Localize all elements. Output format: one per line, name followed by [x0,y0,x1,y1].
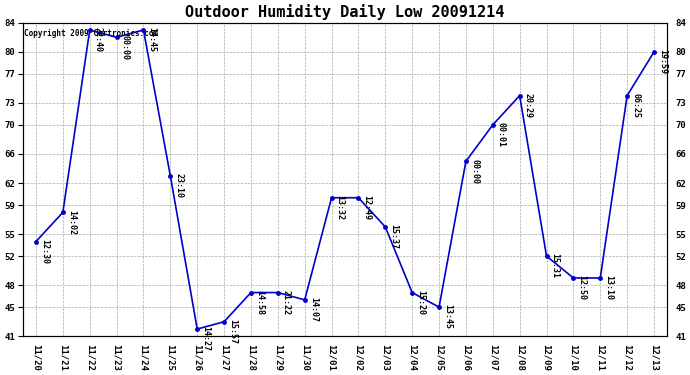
Text: 14:02: 14:02 [67,210,76,234]
Text: 13:45: 13:45 [443,304,452,329]
Text: 13:32: 13:32 [336,195,345,220]
Text: 00:00: 00:00 [121,34,130,60]
Text: 15:37: 15:37 [389,224,398,249]
Text: Copyright 2009 Cartronics.com: Copyright 2009 Cartronics.com [24,29,158,38]
Text: 20:29: 20:29 [524,93,533,118]
Text: 14:27: 14:27 [201,326,210,351]
Text: 14:45: 14:45 [148,27,157,52]
Text: 12:50: 12:50 [578,275,586,300]
Title: Outdoor Humidity Daily Low 20091214: Outdoor Humidity Daily Low 20091214 [186,4,504,20]
Text: 23:10: 23:10 [175,173,184,198]
Text: 06:25: 06:25 [631,93,640,118]
Text: 00:01: 00:01 [497,122,506,147]
Text: 14:07: 14:07 [309,297,318,322]
Text: 12:30: 12:30 [40,239,49,264]
Text: 15:20: 15:20 [416,290,425,315]
Text: 19:59: 19:59 [658,49,667,74]
Text: 15:31: 15:31 [551,254,560,278]
Text: 13:10: 13:10 [604,275,613,300]
Text: 12:49: 12:49 [363,195,372,220]
Text: 15:57: 15:57 [228,319,237,344]
Text: 21:22: 21:22 [282,290,291,315]
Text: 00:00: 00:00 [470,159,479,183]
Text: 22:40: 22:40 [94,27,103,52]
Text: 14:58: 14:58 [255,290,264,315]
